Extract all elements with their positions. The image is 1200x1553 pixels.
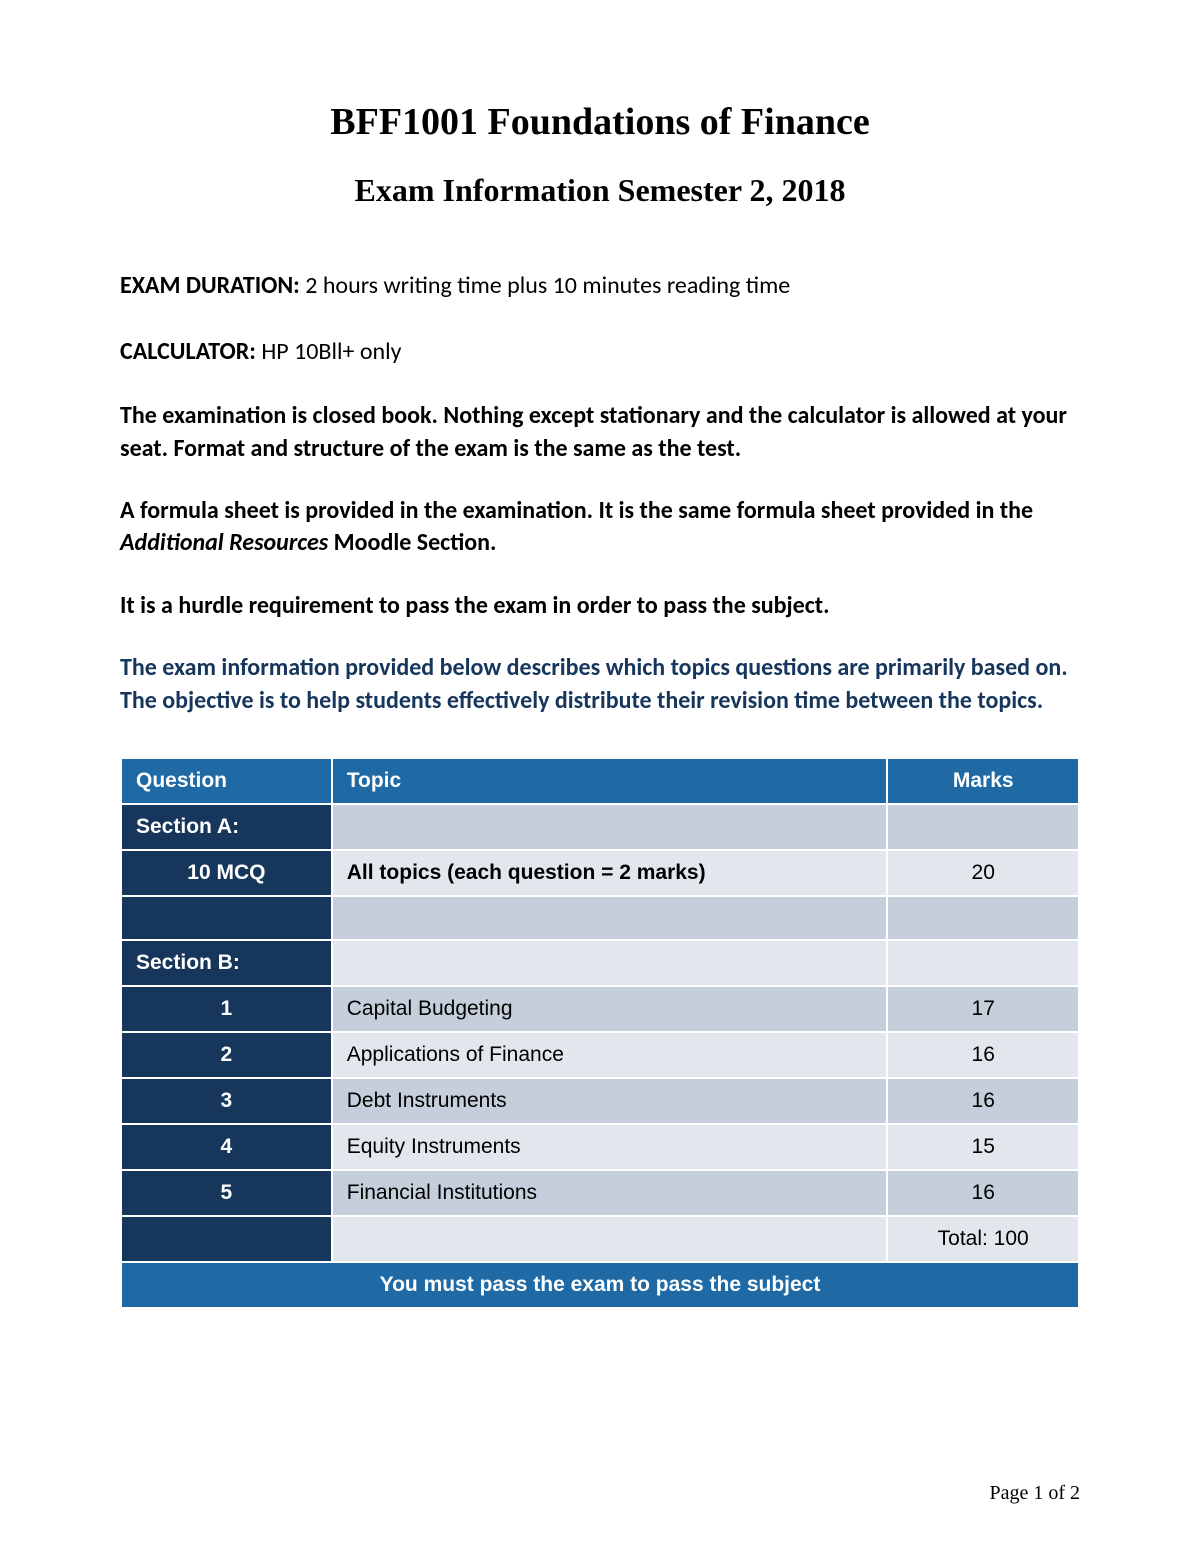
table-row: 2 Applications of Finance 16 [121, 1032, 1079, 1078]
section-b-topic-empty [332, 940, 888, 986]
row-t: Applications of Finance [332, 1032, 888, 1078]
row-q: 4 [121, 1124, 332, 1170]
topics-intro-para: The exam information provided below desc… [120, 652, 1080, 717]
row-q: 2 [121, 1032, 332, 1078]
exam-duration-label: EXAM DURATION: [120, 271, 300, 300]
exam-duration-line: EXAM DURATION: 2 hours writing time plus… [120, 269, 1080, 303]
total-marks: Total: 100 [887, 1216, 1079, 1262]
total-row: Total: 100 [121, 1216, 1079, 1262]
row-m: 15 [887, 1124, 1079, 1170]
header-marks: Marks [887, 758, 1079, 804]
row-m: 16 [887, 1078, 1079, 1124]
table-row: 3 Debt Instruments 16 [121, 1078, 1079, 1124]
header-question: Question [121, 758, 332, 804]
row-q: 5 [121, 1170, 332, 1216]
row-t: Equity Instruments [332, 1124, 888, 1170]
spacer-t [332, 896, 888, 940]
hurdle-para: It is a hurdle requirement to pass the e… [120, 590, 1080, 622]
row-m: 17 [887, 986, 1079, 1032]
formula-sheet-para: A formula sheet is provided in the exami… [120, 495, 1080, 560]
row-q: 1 [121, 986, 332, 1032]
section-a-topic-empty [332, 804, 888, 850]
table-row: 5 Financial Institutions 16 [121, 1170, 1079, 1216]
table-row: 1 Capital Budgeting 17 [121, 986, 1079, 1032]
formula-sheet-text-b: Moodle Section. [328, 528, 496, 557]
calculator-label: CALCULATOR: [120, 337, 256, 366]
mcq-topic: All topics (each question = 2 marks) [332, 850, 888, 896]
row-q: 3 [121, 1078, 332, 1124]
row-m: 16 [887, 1170, 1079, 1216]
total-q-empty [121, 1216, 332, 1262]
total-t-empty [332, 1216, 888, 1262]
row-t: Capital Budgeting [332, 986, 888, 1032]
section-b-marks-empty [887, 940, 1079, 986]
exam-table: Question Topic Marks Section A: 10 MCQ A… [120, 757, 1080, 1309]
section-a-marks-empty [887, 804, 1079, 850]
section-b-label: Section B: [121, 940, 332, 986]
exam-duration-value: 2 hours writing time plus 10 minutes rea… [300, 271, 790, 300]
mcq-row: 10 MCQ All topics (each question = 2 mar… [121, 850, 1079, 896]
spacer-row [121, 896, 1079, 940]
row-t: Financial Institutions [332, 1170, 888, 1216]
section-b-row: Section B: [121, 940, 1079, 986]
table-row: 4 Equity Instruments 15 [121, 1124, 1079, 1170]
calculator-line: CALCULATOR: HP 10Bll+ only [120, 335, 1080, 369]
table-header-row: Question Topic Marks [121, 758, 1079, 804]
calculator-value: HP 10Bll+ only [256, 337, 402, 366]
spacer-q [121, 896, 332, 940]
table-footer-text: You must pass the exam to pass the subje… [121, 1262, 1079, 1308]
section-a-row: Section A: [121, 804, 1079, 850]
title-block: BFF1001 Foundations of Finance Exam Info… [120, 100, 1080, 209]
formula-sheet-italic: Additional Resources [120, 528, 328, 557]
spacer-m [887, 896, 1079, 940]
closed-book-para: The examination is closed book. Nothing … [120, 400, 1080, 465]
mcq-marks: 20 [887, 850, 1079, 896]
header-topic: Topic [332, 758, 888, 804]
page-title: BFF1001 Foundations of Finance [120, 100, 1080, 144]
row-t: Debt Instruments [332, 1078, 888, 1124]
section-a-label: Section A: [121, 804, 332, 850]
mcq-question: 10 MCQ [121, 850, 332, 896]
page-number: Page 1 of 2 [989, 1482, 1080, 1505]
row-m: 16 [887, 1032, 1079, 1078]
table-footer-row: You must pass the exam to pass the subje… [121, 1262, 1079, 1308]
formula-sheet-text-a: A formula sheet is provided in the exami… [120, 496, 1033, 525]
page-subtitle: Exam Information Semester 2, 2018 [120, 172, 1080, 209]
